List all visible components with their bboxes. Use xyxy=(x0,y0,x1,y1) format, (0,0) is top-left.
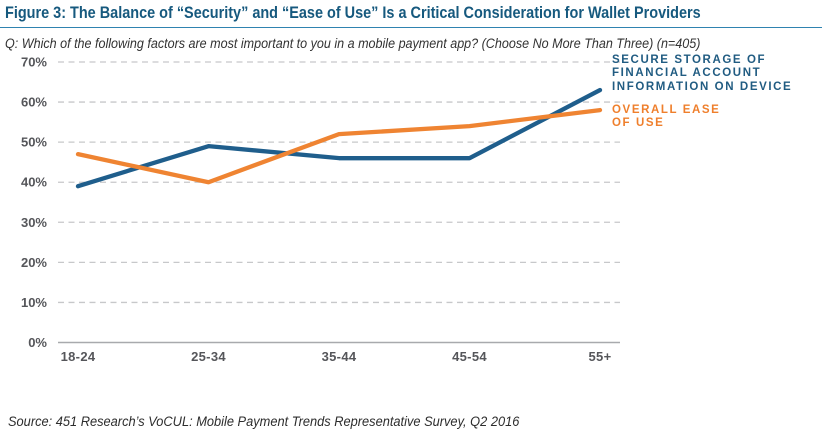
legend-secure-line-3: INFORMATION ON DEVICE xyxy=(612,80,793,93)
legend-overall-ease: OVERALL EASE OF USE xyxy=(612,104,720,131)
figure-title: Figure 3: The Balance of “Security” and … xyxy=(5,3,701,22)
x-tick-label: 25-34 xyxy=(191,349,226,364)
survey-question: Q: Which of the following factors are mo… xyxy=(5,36,701,51)
y-tick-label: 40% xyxy=(21,175,47,190)
legend-secure-line-2: FINANCIAL ACCOUNT xyxy=(612,67,762,80)
y-tick-label: 30% xyxy=(21,215,47,230)
source-note: Source: 451 Research’s VoCUL: Mobile Pay… xyxy=(8,414,520,429)
legend-ease-line-1: OVERALL EASE xyxy=(612,104,721,116)
series-line-secure-storage xyxy=(75,87,603,189)
x-tick-label: 35-44 xyxy=(322,349,357,364)
title-underline-rule xyxy=(0,27,822,28)
y-tick-label: 50% xyxy=(21,135,47,150)
legend-ease-line-2: OF USE xyxy=(612,117,665,130)
legend-secure-storage: SECURE STORAGE OF FINANCIAL ACCOUNT INFO… xyxy=(612,54,792,94)
y-tick-label: 0% xyxy=(28,335,47,350)
y-tick-label: 10% xyxy=(21,295,47,310)
series-line-overall-ease xyxy=(75,107,603,185)
legend-secure-line-1: SECURE STORAGE OF xyxy=(612,54,767,66)
x-tick-label: 18-24 xyxy=(61,349,96,364)
x-tick-label: 55+ xyxy=(589,349,612,364)
line-chart: 0% 10% 20% 30% 40% 50% 60% 70% 18-24 25-34 35-44 45… xyxy=(21,55,620,364)
y-tick-label: 70% xyxy=(21,55,47,70)
y-tick-label: 20% xyxy=(21,255,47,270)
x-tick-label: 45-54 xyxy=(452,349,487,364)
y-tick-label: 60% xyxy=(21,95,47,110)
